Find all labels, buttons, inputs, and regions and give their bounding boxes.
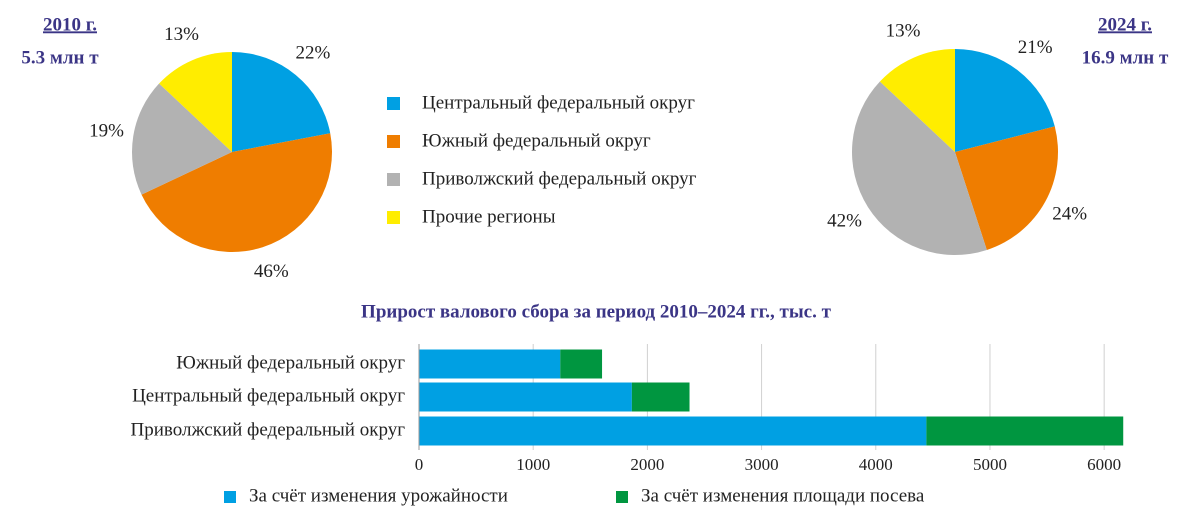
data-label: 13%: [886, 20, 921, 41]
x-tick-label: 0: [415, 455, 424, 474]
x-tick-label: 2000: [630, 455, 664, 474]
y-tick-label: Центральный федеральный округ: [132, 385, 405, 406]
pie-slice: [955, 49, 1055, 152]
pie-slice: [132, 83, 232, 195]
x-tick-label: 1000: [516, 455, 550, 474]
data-label: 21%: [1018, 37, 1053, 58]
data-label: 24%: [1052, 203, 1087, 224]
bar-title: Прирост валового сбора за период 2010–20…: [361, 301, 832, 322]
y-tick-label: Южный федеральный округ: [176, 352, 405, 373]
bar: [419, 416, 927, 446]
pie-subtitle: 5.3 млн т: [21, 47, 99, 68]
x-tick-label: 4000: [859, 455, 893, 474]
pie-title: 2010 г.: [43, 14, 97, 35]
data-label: 46%: [254, 261, 289, 282]
legend-swatch: [387, 135, 400, 148]
x-tick-label: 3000: [745, 455, 779, 474]
legend-swatch: [387, 97, 400, 110]
bar: [419, 382, 632, 412]
bar: [419, 349, 561, 379]
legend-label: За счёт изменения урожайности: [249, 485, 508, 506]
pie-slice: [879, 49, 955, 152]
bar: [560, 349, 603, 379]
data-label: 22%: [296, 43, 331, 64]
pie-slice: [141, 133, 332, 252]
legend-swatch: [387, 173, 400, 186]
bar: [926, 416, 1124, 446]
legend-swatch: [616, 491, 628, 503]
legend-swatch: [387, 211, 400, 224]
legend-label: Южный федеральный округ: [422, 130, 651, 151]
pie-title: 2024 г.: [1098, 14, 1152, 35]
legend-label: За счёт изменения площади посева: [641, 485, 925, 506]
x-tick-label: 5000: [973, 455, 1007, 474]
x-tick-label: 6000: [1087, 455, 1121, 474]
bar: [631, 382, 690, 412]
pie-slice: [955, 126, 1058, 250]
data-label: 19%: [89, 120, 124, 141]
legend-swatch: [224, 491, 236, 503]
legend-label: Центральный федеральный округ: [422, 92, 695, 113]
legend-label: Прочие регионы: [422, 206, 556, 227]
y-tick-label: Приволжский федеральный округ: [131, 419, 406, 440]
data-label: 42%: [827, 210, 862, 231]
pie-slice: [232, 52, 331, 152]
pie-slice: [851, 81, 987, 256]
pie-subtitle: 16.9 млн т: [1082, 47, 1169, 68]
legend-label: Приволжский федеральный округ: [422, 168, 697, 189]
pie-slice: [159, 52, 232, 152]
data-label: 13%: [164, 24, 199, 45]
